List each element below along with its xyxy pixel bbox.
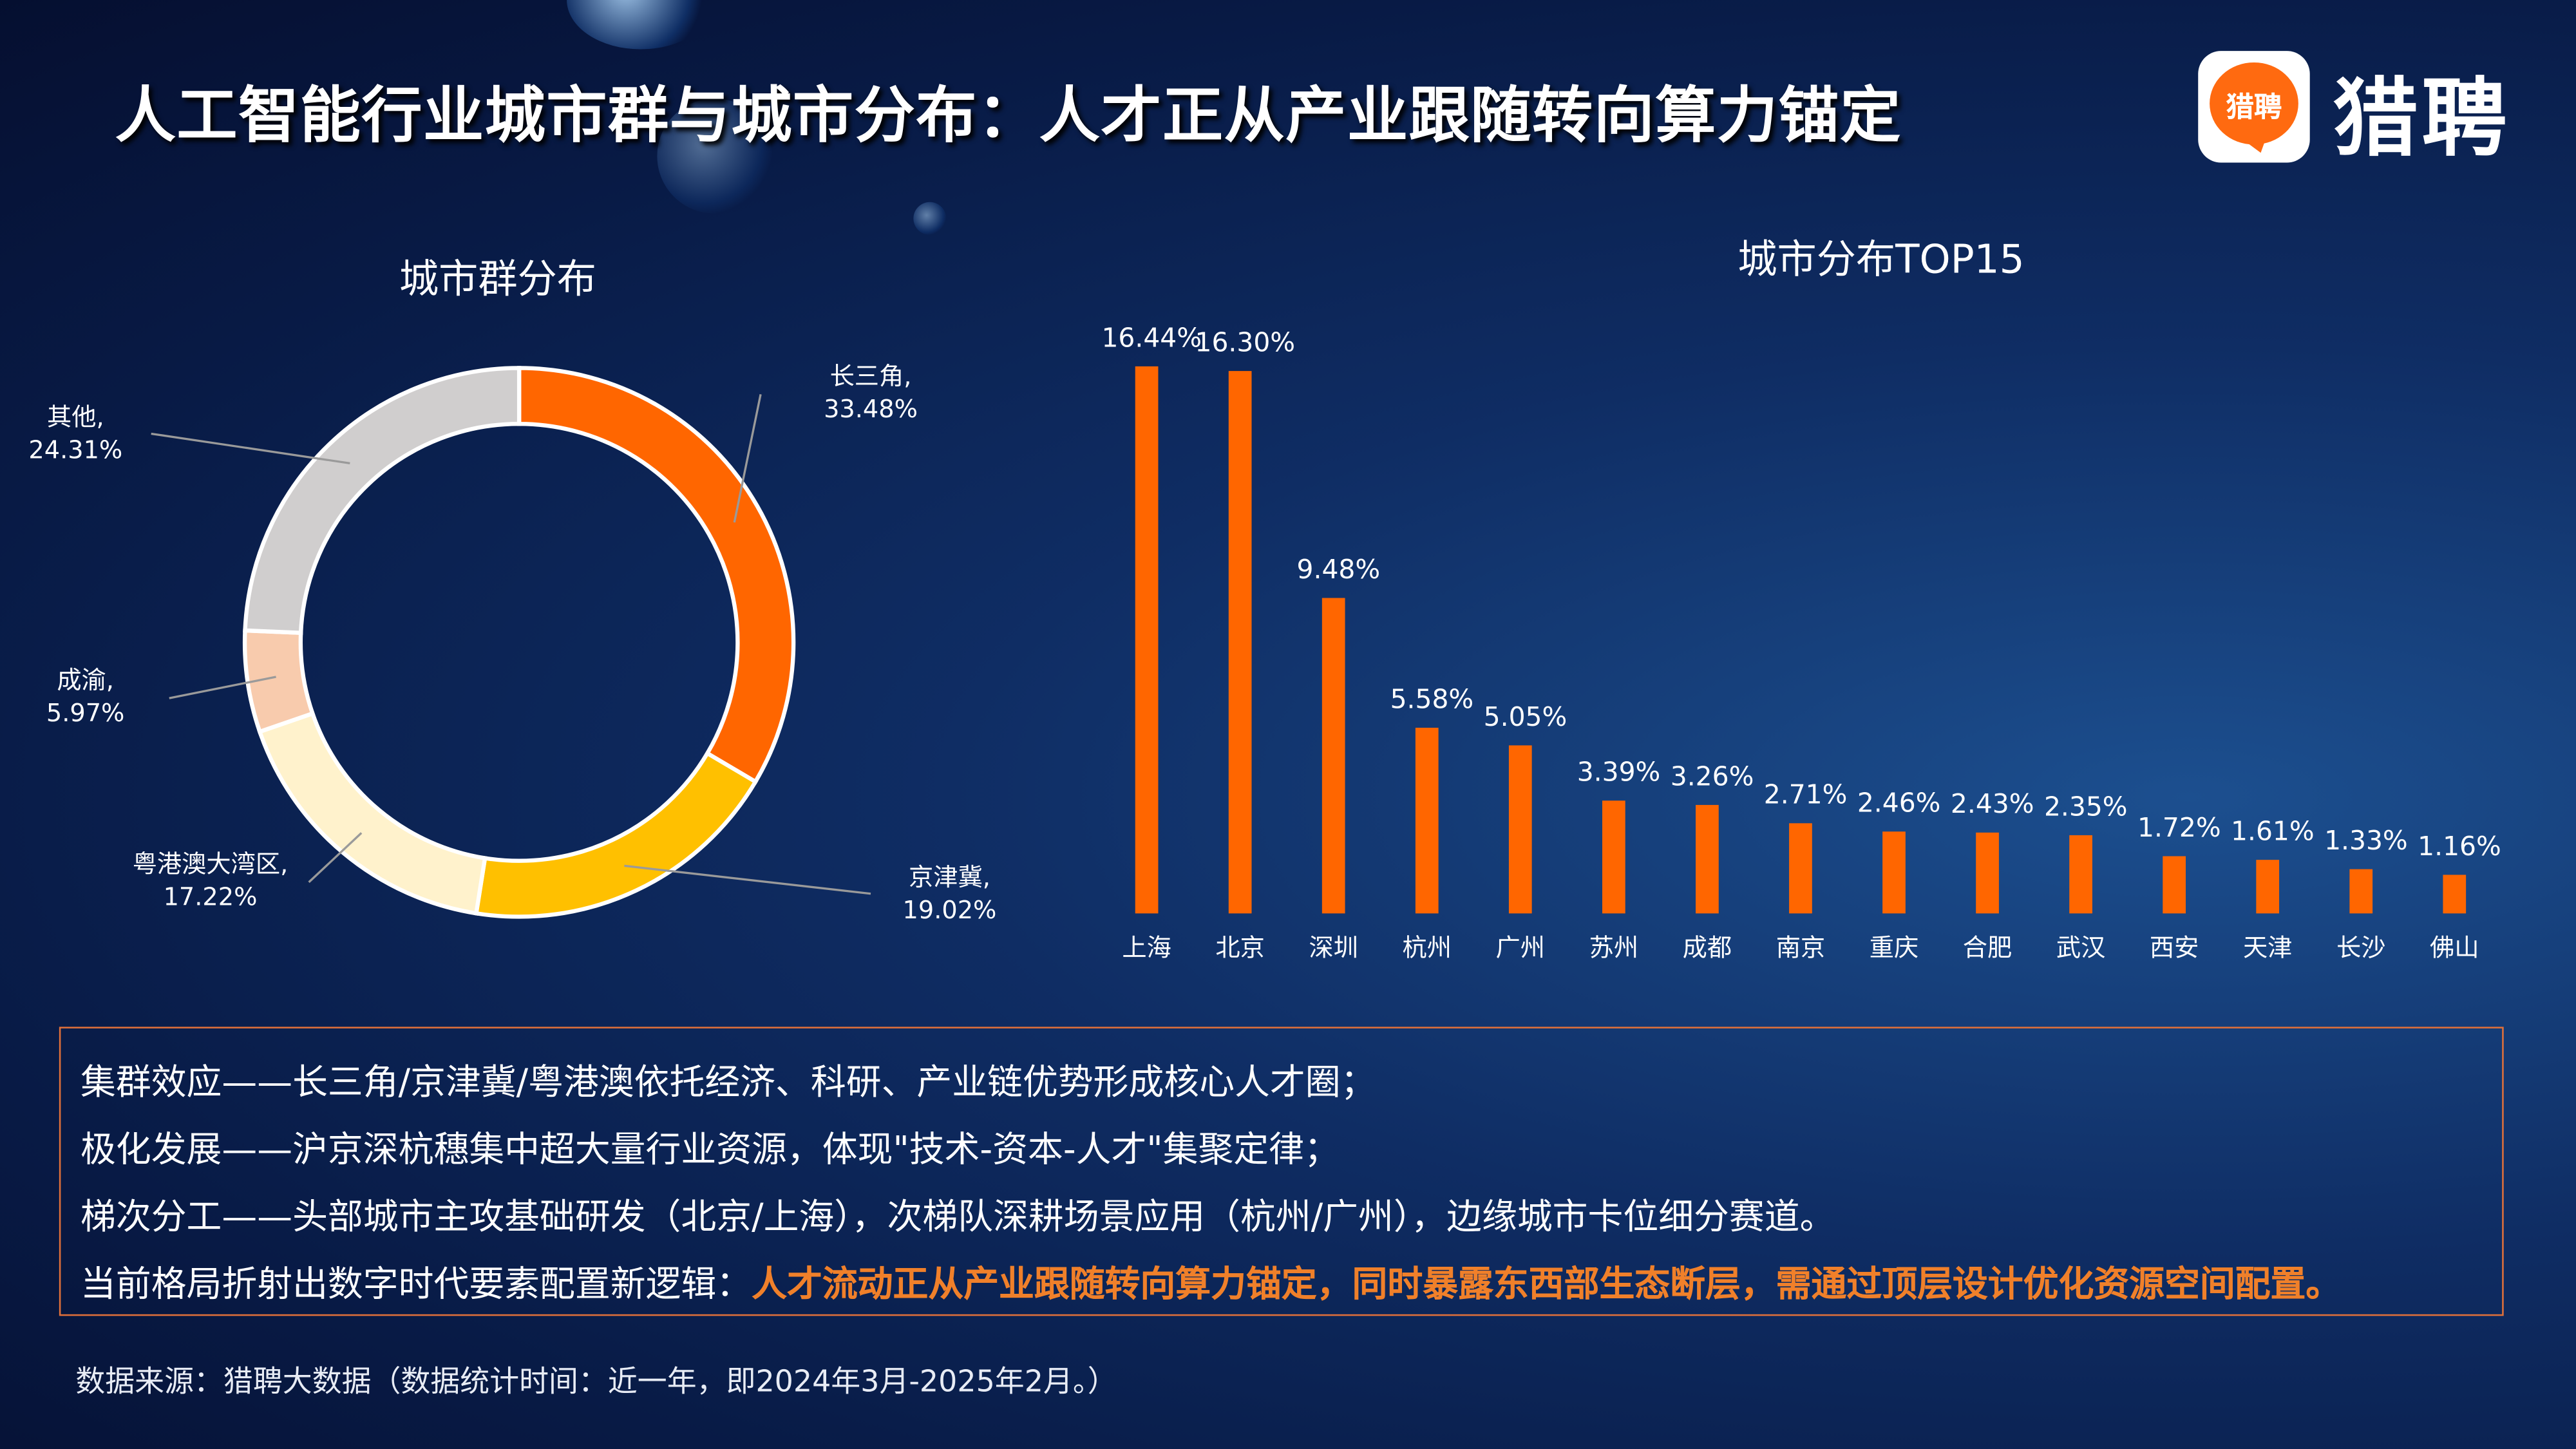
bar bbox=[2443, 875, 2467, 914]
bar-value-label: 3.26% bbox=[1671, 761, 1754, 791]
leader-line bbox=[733, 393, 762, 523]
page-title: 人工智能行业城市群与城市分布：人才正从产业跟随转向算力锚定 bbox=[115, 80, 1902, 151]
donut-slice bbox=[243, 366, 522, 636]
donut-title: 城市群分布 bbox=[399, 256, 597, 303]
insights-box: 集群效应——长三角/京津冀/粤港澳依托经济、科研、产业链优势形成核心人才圈； 极… bbox=[59, 1027, 2504, 1316]
conclusion-prefix: 当前格局折射出数字时代要素配置新逻辑： bbox=[80, 1265, 752, 1307]
bar bbox=[2349, 869, 2373, 914]
leader-line bbox=[308, 832, 363, 884]
bar bbox=[1321, 598, 1345, 914]
bar-value-label: 16.44% bbox=[1101, 322, 1202, 353]
bar-value-label: 5.58% bbox=[1390, 683, 1474, 714]
bar-value-label: 16.30% bbox=[1195, 327, 1296, 357]
insight-line: 极化发展——沪京深杭穗集中超大量行业资源，体现"技术-资本-人才"集聚定律； bbox=[80, 1130, 1340, 1171]
donut-value-label: 17.22% bbox=[164, 883, 258, 912]
bar bbox=[1696, 804, 1719, 914]
donut-value-label: 33.48% bbox=[824, 395, 918, 424]
leader-line bbox=[169, 676, 276, 699]
bar-category-label: 天津 bbox=[2243, 934, 2293, 963]
bar-category-label: 重庆 bbox=[1870, 934, 1919, 963]
bar-value-label: 2.46% bbox=[1857, 788, 1941, 819]
donut-category-label: 长三角, bbox=[830, 362, 912, 391]
bar-category-label: 南京 bbox=[1776, 934, 1826, 963]
bar-category-label: 深圳 bbox=[1309, 934, 1358, 963]
insight-line: 集群效应——长三角/京津冀/粤港澳依托经济、科研、产业链优势形成核心人才圈； bbox=[80, 1063, 1376, 1104]
bar bbox=[1508, 745, 1532, 914]
bar-category-label: 长沙 bbox=[2336, 934, 2386, 963]
logo-icon: 猎聘 bbox=[2198, 51, 2310, 163]
bar bbox=[1882, 831, 1906, 914]
bar-title: 城市分布TOP15 bbox=[1738, 236, 2025, 283]
logo-bubble: 猎聘 bbox=[2210, 62, 2298, 145]
leader-line bbox=[151, 432, 350, 465]
bar bbox=[1789, 823, 1812, 914]
leader-line bbox=[624, 864, 871, 895]
conclusion-highlight: 人才流动正从产业跟随转向算力锚定，同时暴露东西部生态断层，需通过顶层设计优化资源… bbox=[752, 1265, 2342, 1307]
bar-value-label: 2.35% bbox=[2044, 791, 2128, 822]
insight-line: 梯次分工——头部城市主攻基础研发（北京/上海），次梯队深耕场景应用（杭州/广州）… bbox=[80, 1197, 1835, 1239]
bar bbox=[1135, 366, 1159, 914]
bar-category-label: 佛山 bbox=[2430, 934, 2479, 963]
bar bbox=[1228, 371, 1252, 914]
bar-value-label: 1.72% bbox=[2137, 812, 2221, 843]
logo-text: 猎聘 bbox=[2333, 70, 2510, 169]
insight-conclusion: 当前格局折射出数字时代要素配置新逻辑：人才流动正从产业跟随转向算力锚定，同时暴露… bbox=[80, 1257, 2341, 1308]
donut-category-label: 粤港澳大湾区, bbox=[133, 850, 289, 879]
donut-category-label: 京津冀, bbox=[909, 863, 990, 892]
bar-category-label: 合肥 bbox=[1963, 934, 2012, 963]
donut-value-label: 19.02% bbox=[903, 896, 997, 925]
bar-category-label: 杭州 bbox=[1402, 934, 1452, 963]
bar bbox=[1976, 832, 1999, 914]
bar-value-label: 1.33% bbox=[2324, 825, 2408, 856]
decorative-bubble bbox=[913, 202, 947, 235]
bar-value-label: 1.61% bbox=[2231, 816, 2315, 847]
bar bbox=[1602, 800, 1625, 914]
bar-category-label: 西安 bbox=[2150, 934, 2199, 963]
bar-category-label: 成都 bbox=[1683, 934, 1732, 963]
donut-slice bbox=[516, 366, 796, 785]
bar-value-label: 3.39% bbox=[1577, 757, 1661, 788]
donut-value-label: 5.97% bbox=[46, 699, 125, 728]
donut-slice bbox=[257, 710, 488, 916]
donut-category-label: 其他, bbox=[47, 403, 104, 432]
bar bbox=[2163, 856, 2186, 914]
bar-category-label: 武汉 bbox=[2056, 934, 2106, 963]
donut-slice bbox=[473, 750, 759, 919]
bar bbox=[2069, 835, 2092, 914]
bar-value-label: 9.48% bbox=[1297, 554, 1381, 585]
data-source: 数据来源：猎聘大数据（数据统计时间：近一年，即2024年3月-2025年2月。） bbox=[75, 1365, 1117, 1400]
donut-value-label: 24.31% bbox=[28, 436, 122, 465]
bar-category-label: 苏州 bbox=[1589, 934, 1639, 963]
bar-category-label: 上海 bbox=[1122, 934, 1171, 963]
bar bbox=[1415, 728, 1439, 914]
bar bbox=[2256, 860, 2280, 914]
bar-value-label: 2.43% bbox=[1951, 788, 2034, 819]
decorative-bubble bbox=[657, 99, 772, 214]
bar-value-label: 1.16% bbox=[2418, 831, 2501, 862]
bar-value-label: 5.05% bbox=[1484, 701, 1567, 732]
bar-value-label: 2.71% bbox=[1764, 779, 1848, 810]
bar-category-label: 北京 bbox=[1215, 934, 1264, 963]
bar-category-label: 广州 bbox=[1496, 934, 1546, 963]
donut-category-label: 成渝, bbox=[57, 666, 114, 695]
